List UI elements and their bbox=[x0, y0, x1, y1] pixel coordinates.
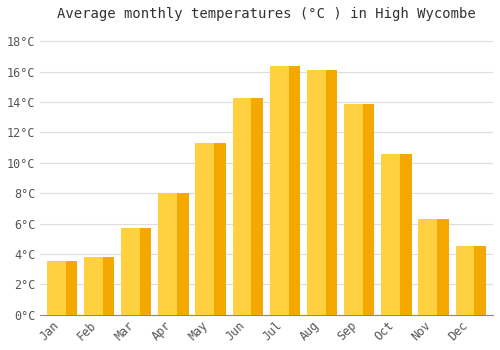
Bar bbox=[84, 257, 114, 315]
Bar bbox=[121, 228, 152, 315]
Bar bbox=[121, 228, 140, 315]
Bar bbox=[270, 66, 300, 315]
Bar bbox=[456, 246, 486, 315]
Bar bbox=[307, 70, 326, 315]
Title: Average monthly temperatures (°C ) in High Wycombe: Average monthly temperatures (°C ) in Hi… bbox=[57, 7, 476, 21]
Bar bbox=[456, 246, 474, 315]
Bar bbox=[196, 143, 214, 315]
Bar bbox=[158, 193, 177, 315]
Bar bbox=[381, 154, 400, 315]
Bar bbox=[344, 104, 374, 315]
Bar bbox=[418, 219, 449, 315]
Bar bbox=[158, 193, 188, 315]
Bar bbox=[46, 261, 77, 315]
Bar bbox=[232, 98, 252, 315]
Bar bbox=[196, 143, 226, 315]
Bar bbox=[46, 261, 66, 315]
Bar bbox=[270, 66, 288, 315]
Bar bbox=[307, 70, 338, 315]
Bar bbox=[344, 104, 363, 315]
Bar bbox=[381, 154, 412, 315]
Bar bbox=[232, 98, 263, 315]
Bar bbox=[84, 257, 102, 315]
Bar bbox=[418, 219, 437, 315]
